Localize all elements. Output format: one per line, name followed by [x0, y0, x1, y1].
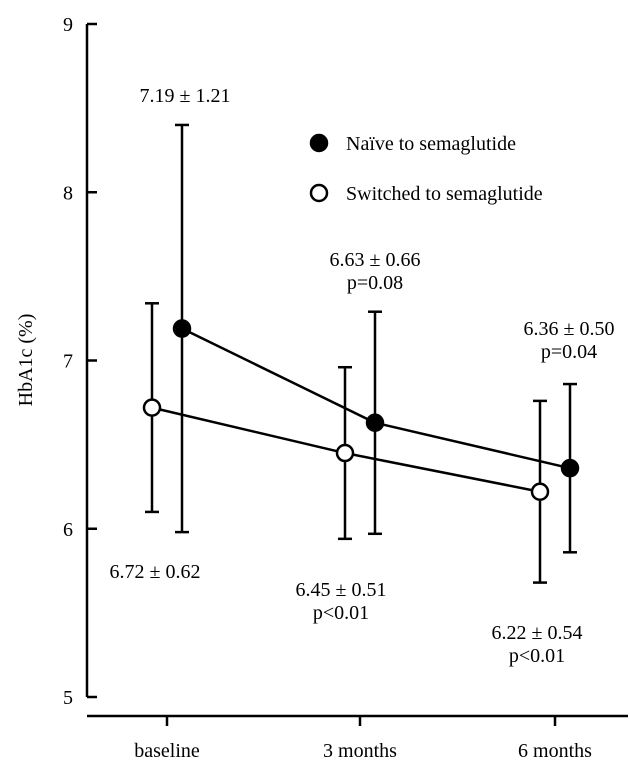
data-point-naive	[560, 458, 580, 478]
data-label: p<0.01	[509, 645, 565, 667]
y-tick-label: 5	[63, 687, 73, 709]
legend: Naïve to semaglutide Switched to semaglut…	[309, 133, 543, 205]
data-label: 6.36 ± 0.50	[524, 318, 615, 340]
legend-marker-naive	[309, 133, 329, 153]
data-label: 6.72 ± 0.62	[110, 561, 201, 583]
data-label: 6.63 ± 0.66	[330, 249, 421, 271]
y-tick-label: 7	[63, 351, 73, 373]
data-label: p=0.04	[541, 341, 597, 363]
y-tick-label: 6	[63, 519, 73, 541]
data-point-naive	[172, 319, 192, 338]
data-label: 6.45 ± 0.51	[296, 579, 387, 601]
legend-label: Naïve to semaglutide	[346, 133, 516, 155]
data-point-switched	[142, 398, 162, 417]
data-point-switched	[530, 482, 550, 501]
y-tick-label: 9	[63, 14, 73, 36]
x-tick-label: 6 months	[518, 740, 592, 760]
data-label: p=0.08	[347, 272, 403, 294]
y-axis-label: HbA1c (%)	[15, 314, 37, 407]
data-label: 6.22 ± 0.54	[492, 622, 583, 644]
y-tick-label: 8	[63, 182, 73, 204]
x-tick-label: baseline	[134, 740, 200, 760]
x-tick-label: 3 months	[323, 740, 397, 760]
legend-label: Switched to semaglutide	[346, 183, 543, 205]
data-label: p<0.01	[313, 602, 369, 624]
data-point-switched	[335, 443, 355, 463]
data-label: 7.19 ± 1.21	[140, 85, 231, 107]
legend-marker-switched	[309, 183, 329, 203]
data-point-naive	[365, 413, 385, 433]
